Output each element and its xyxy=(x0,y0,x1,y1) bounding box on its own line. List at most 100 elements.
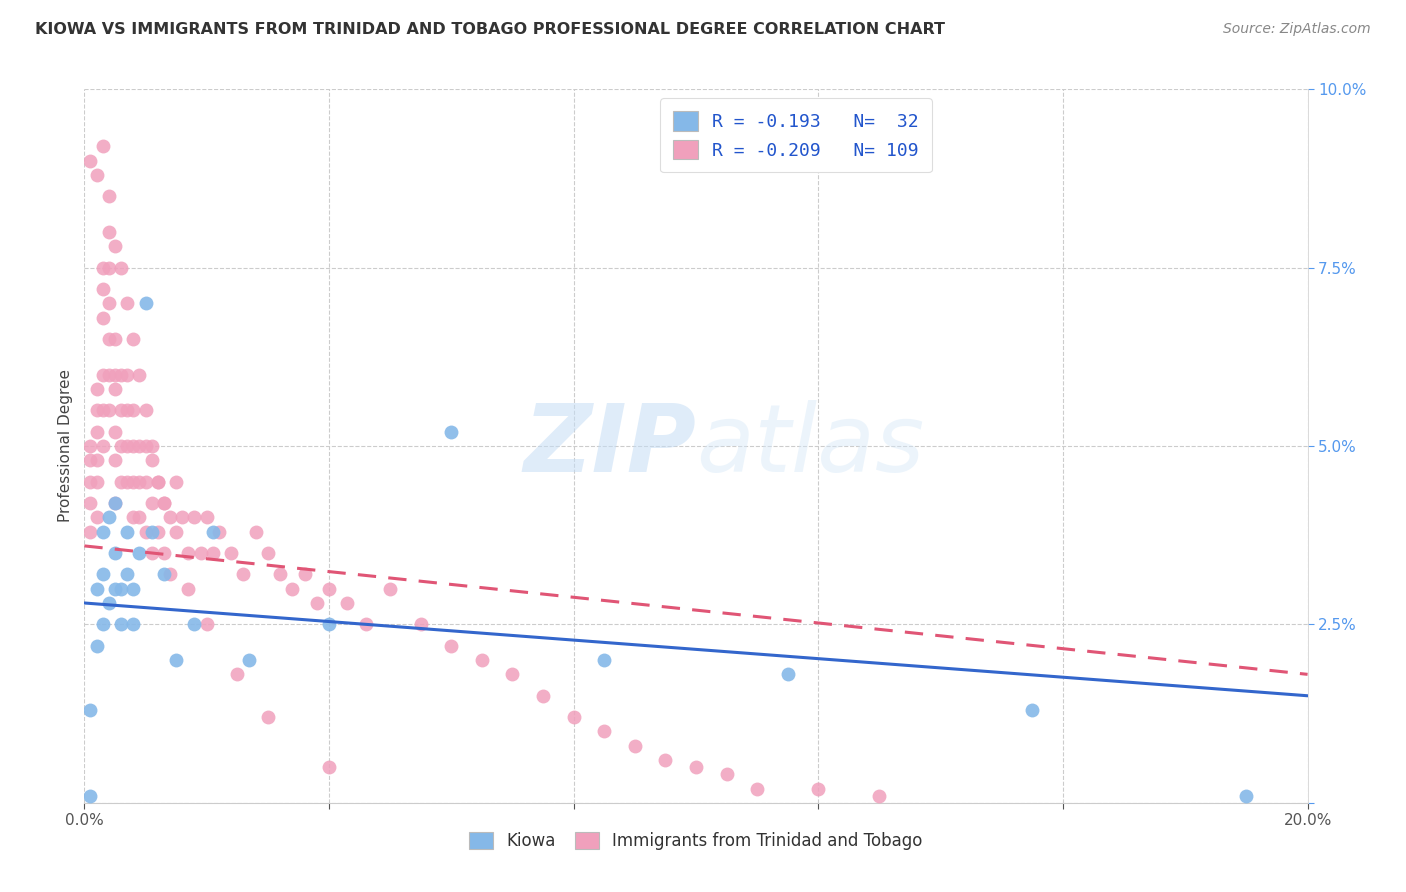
Point xyxy=(91,368,114,382)
Point xyxy=(141,546,163,560)
Point xyxy=(153,496,176,510)
Text: ZIP: ZIP xyxy=(523,400,696,492)
Point xyxy=(135,296,157,310)
Point xyxy=(654,753,676,767)
Point xyxy=(380,582,402,596)
Point xyxy=(86,475,108,489)
Point xyxy=(807,781,830,796)
Text: atlas: atlas xyxy=(696,401,924,491)
Point xyxy=(440,639,463,653)
Point xyxy=(153,546,176,560)
Point xyxy=(135,524,157,539)
Point xyxy=(318,582,340,596)
Point xyxy=(97,368,120,382)
Point xyxy=(716,767,738,781)
Point xyxy=(97,596,120,610)
Point xyxy=(318,760,340,774)
Point xyxy=(141,453,163,467)
Point xyxy=(562,710,585,724)
Point xyxy=(79,703,101,717)
Point xyxy=(201,524,224,539)
Point xyxy=(115,296,138,310)
Point xyxy=(122,439,145,453)
Point xyxy=(195,617,218,632)
Point xyxy=(190,546,212,560)
Point xyxy=(79,439,101,453)
Point xyxy=(97,225,120,239)
Point xyxy=(115,368,138,382)
Point xyxy=(91,567,114,582)
Point xyxy=(122,403,145,417)
Point xyxy=(104,332,127,346)
Point xyxy=(593,724,616,739)
Point xyxy=(159,567,181,582)
Point xyxy=(122,332,145,346)
Point xyxy=(135,439,157,453)
Point xyxy=(86,582,108,596)
Point xyxy=(135,475,157,489)
Point xyxy=(79,453,101,467)
Point xyxy=(183,510,205,524)
Point xyxy=(305,596,328,610)
Text: KIOWA VS IMMIGRANTS FROM TRINIDAD AND TOBAGO PROFESSIONAL DEGREE CORRELATION CHA: KIOWA VS IMMIGRANTS FROM TRINIDAD AND TO… xyxy=(35,22,945,37)
Point xyxy=(531,689,554,703)
Point xyxy=(97,189,120,203)
Point xyxy=(177,582,200,596)
Point xyxy=(97,296,120,310)
Point xyxy=(624,739,647,753)
Point xyxy=(115,439,138,453)
Point xyxy=(115,567,138,582)
Point xyxy=(165,653,187,667)
Point xyxy=(318,617,340,632)
Point xyxy=(79,475,101,489)
Point xyxy=(104,368,127,382)
Point xyxy=(172,510,194,524)
Point xyxy=(86,453,108,467)
Point xyxy=(141,439,163,453)
Point xyxy=(91,310,114,325)
Point xyxy=(281,582,304,596)
Point xyxy=(79,789,101,803)
Point xyxy=(110,260,132,275)
Point xyxy=(128,475,150,489)
Point xyxy=(232,567,254,582)
Point xyxy=(86,425,108,439)
Point xyxy=(91,139,114,153)
Point xyxy=(165,524,187,539)
Point xyxy=(257,710,280,724)
Point xyxy=(115,524,138,539)
Point xyxy=(685,760,707,774)
Point xyxy=(165,475,187,489)
Point xyxy=(104,382,127,396)
Point xyxy=(122,582,145,596)
Point xyxy=(226,667,249,681)
Point xyxy=(110,403,132,417)
Point xyxy=(869,789,891,803)
Point xyxy=(141,524,163,539)
Point xyxy=(294,567,316,582)
Point xyxy=(593,653,616,667)
Point xyxy=(146,475,169,489)
Point xyxy=(97,403,120,417)
Point xyxy=(91,617,114,632)
Point xyxy=(104,496,127,510)
Point xyxy=(104,582,127,596)
Point xyxy=(128,510,150,524)
Point xyxy=(79,496,101,510)
Point xyxy=(104,425,127,439)
Point xyxy=(110,617,132,632)
Point xyxy=(86,510,108,524)
Point xyxy=(238,653,260,667)
Point xyxy=(97,332,120,346)
Point xyxy=(128,439,150,453)
Text: Source: ZipAtlas.com: Source: ZipAtlas.com xyxy=(1223,22,1371,37)
Point xyxy=(159,510,181,524)
Point xyxy=(201,546,224,560)
Point xyxy=(128,546,150,560)
Y-axis label: Professional Degree: Professional Degree xyxy=(58,369,73,523)
Point xyxy=(502,667,524,681)
Point xyxy=(104,453,127,467)
Point xyxy=(153,567,176,582)
Point xyxy=(104,546,127,560)
Point xyxy=(122,475,145,489)
